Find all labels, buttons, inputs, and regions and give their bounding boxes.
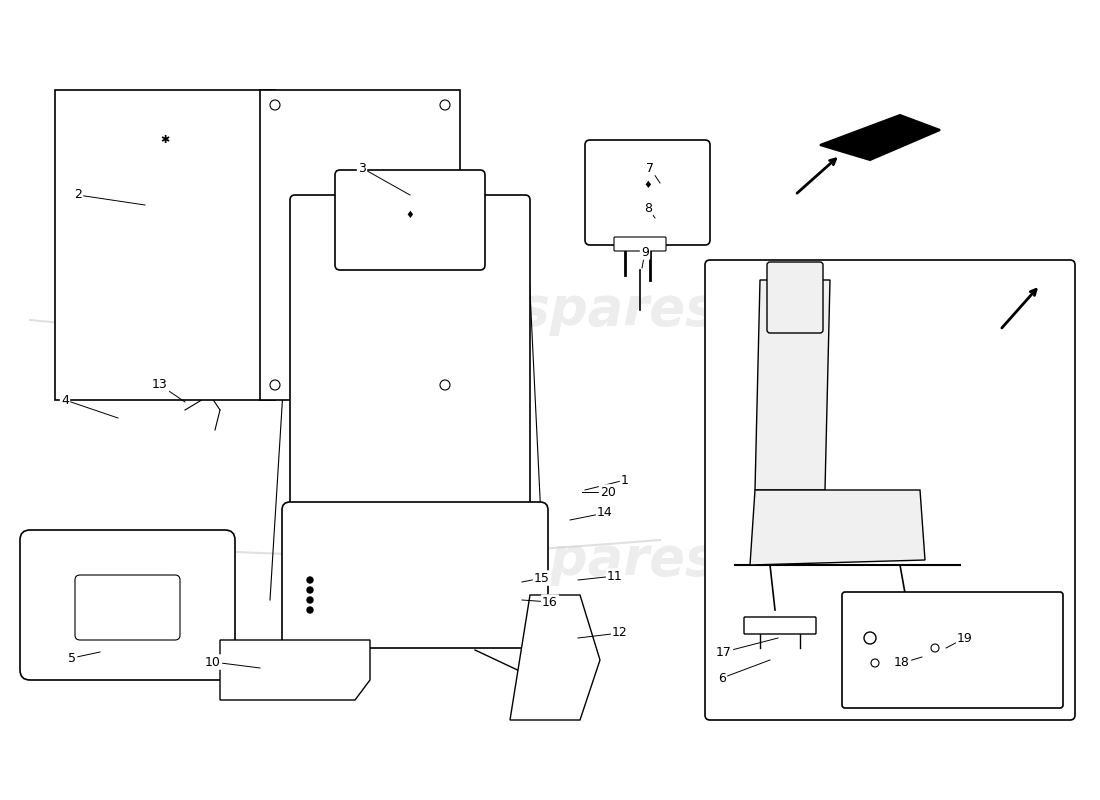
FancyBboxPatch shape (282, 502, 548, 648)
Text: 3: 3 (359, 162, 366, 174)
Circle shape (307, 607, 314, 613)
FancyBboxPatch shape (75, 575, 180, 640)
Polygon shape (510, 595, 600, 720)
FancyBboxPatch shape (290, 195, 530, 555)
Text: 8: 8 (644, 202, 652, 214)
FancyBboxPatch shape (767, 262, 823, 333)
Text: 17: 17 (716, 646, 732, 658)
Circle shape (307, 577, 314, 583)
Text: 7: 7 (646, 162, 654, 174)
Text: ♦: ♦ (406, 210, 415, 220)
Text: 19: 19 (957, 631, 972, 645)
Polygon shape (755, 280, 830, 490)
FancyBboxPatch shape (336, 170, 485, 270)
Text: 18: 18 (894, 657, 910, 670)
Text: 16: 16 (542, 595, 558, 609)
Text: 13: 13 (152, 378, 168, 391)
Text: ♦: ♦ (644, 180, 652, 190)
Text: 6: 6 (718, 671, 726, 685)
FancyBboxPatch shape (705, 260, 1075, 720)
Text: ✱: ✱ (161, 135, 169, 145)
Text: 4: 4 (62, 394, 69, 406)
Text: 14: 14 (597, 506, 613, 519)
Text: 5: 5 (68, 651, 76, 665)
Circle shape (307, 597, 314, 603)
Text: 1: 1 (621, 474, 629, 486)
FancyBboxPatch shape (55, 90, 275, 400)
Circle shape (307, 587, 314, 593)
Text: 10: 10 (205, 655, 221, 669)
Text: 11: 11 (607, 570, 623, 582)
Text: 20: 20 (601, 486, 616, 498)
FancyBboxPatch shape (585, 140, 710, 245)
Text: 2: 2 (74, 189, 81, 202)
Text: 9: 9 (641, 246, 649, 258)
Polygon shape (820, 115, 940, 160)
Text: eurospares: eurospares (383, 284, 717, 336)
Text: 15: 15 (535, 571, 550, 585)
FancyBboxPatch shape (20, 530, 235, 680)
FancyBboxPatch shape (614, 237, 666, 251)
FancyBboxPatch shape (744, 617, 816, 634)
Polygon shape (220, 640, 370, 700)
Polygon shape (750, 490, 925, 565)
Text: 12: 12 (612, 626, 628, 639)
Text: eurospares: eurospares (383, 534, 717, 586)
FancyBboxPatch shape (260, 90, 460, 400)
FancyBboxPatch shape (842, 592, 1063, 708)
